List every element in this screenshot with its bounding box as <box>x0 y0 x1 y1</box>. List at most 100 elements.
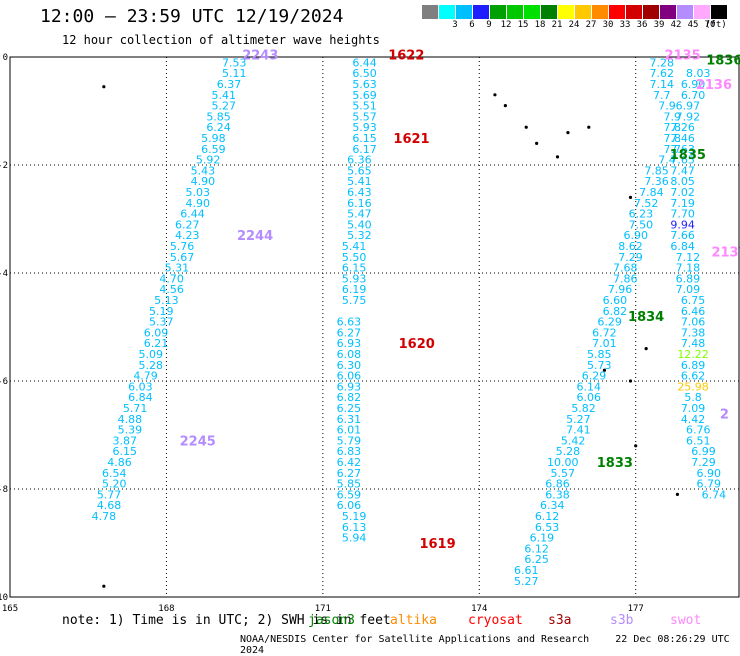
colorbar-swatch <box>558 5 574 19</box>
wave-height-label: 6.43 <box>347 186 372 199</box>
wave-height-label: 6.59 <box>201 143 226 156</box>
island-marker <box>555 155 560 159</box>
wave-height-label: 5.71 <box>123 402 148 415</box>
satellite-legend-item: altika <box>390 613 437 628</box>
wave-height-label: 6.12 <box>524 542 549 555</box>
wave-height-label: 6.72 <box>592 326 617 339</box>
wave-height-label: 7.26 <box>670 121 695 134</box>
wave-height-label: 4.90 <box>185 197 210 210</box>
island-marker <box>634 444 638 448</box>
pass-time-label: 1833 <box>597 456 633 471</box>
x-tick-label: 171 <box>315 604 331 614</box>
wave-height-label: 6.25 <box>337 402 362 415</box>
wave-height-label: 5.31 <box>165 262 190 275</box>
wave-height-label: 6.79 <box>696 478 721 491</box>
wave-height-label: 6.17 <box>352 143 377 156</box>
wave-height-label: 6.19 <box>342 283 367 296</box>
pass-time-label: 2 <box>720 407 729 422</box>
pass-time-label: 2245 <box>180 434 216 449</box>
wave-height-label: 10.00 <box>547 456 579 469</box>
wave-height-label: 5.11 <box>222 67 247 80</box>
colorbar-unit: (ft) <box>705 20 727 30</box>
island-marker <box>566 131 570 135</box>
wave-height-label: 6.06 <box>337 370 362 383</box>
pass-time-label: 2243 <box>242 48 278 63</box>
satellite-legend-item: jason3 <box>308 613 355 628</box>
wave-height-label: 7.7 <box>653 89 671 102</box>
wave-height-label: 6.29 <box>597 316 622 329</box>
wave-height-label: 4.86 <box>107 456 132 469</box>
colorbar-tick-label: 70 <box>704 20 716 30</box>
colorbar-swatch <box>524 5 540 19</box>
wave-height-label: 7.65 <box>670 154 695 167</box>
wave-height-label: 7.66 <box>670 229 695 242</box>
colorbar-tick-label: 42 <box>670 20 682 30</box>
wave-height-label: 7.4 <box>658 154 676 167</box>
y-tick-label: -8 <box>0 485 8 495</box>
wave-height-label: 8.62 <box>618 240 643 253</box>
wave-height-label: 5.77 <box>97 488 122 501</box>
wave-height-label: 6.82 <box>603 305 628 318</box>
colorbar-swatch <box>694 5 710 19</box>
wave-height-label: 5.28 <box>139 359 164 372</box>
x-tick-label: 174 <box>471 604 487 614</box>
wave-height-label: 7.09 <box>676 283 701 296</box>
wave-height-label: 7.7 <box>663 143 681 156</box>
wave-height-label: 7.8 <box>663 121 681 134</box>
wave-height-label: 6.31 <box>337 413 362 426</box>
x-tick-label: 177 <box>628 604 644 614</box>
colorbar-tick-label: 6 <box>469 20 475 30</box>
wave-height-label: 6.15 <box>352 132 377 145</box>
wave-height-label: 6.62 <box>681 370 706 383</box>
wave-height-label: 7.50 <box>629 218 654 231</box>
wave-height-label: 6.25 <box>524 553 549 566</box>
wave-height-label: 6.03 <box>128 380 153 393</box>
wave-height-label: 6.89 <box>681 359 706 372</box>
credit-text: NOAA/NESDIS Center for Satellite Applica… <box>240 634 590 645</box>
wave-height-label: 5.03 <box>185 186 210 199</box>
chart-title: 12:00 — 23:59 UTC 12/19/2024 <box>40 6 344 27</box>
wave-height-label: 6.29 <box>582 370 607 383</box>
colorbar-swatch <box>507 5 523 19</box>
wave-height-label: 7.36 <box>644 175 669 188</box>
wave-height-label: 6.27 <box>175 218 200 231</box>
wave-height-label: 5.75 <box>342 294 367 307</box>
wave-height-label: 5.63 <box>352 78 377 91</box>
satellite-legend-item: swot <box>670 613 702 628</box>
wave-height-label: 7.70 <box>670 208 695 221</box>
wave-height-label: 5.27 <box>566 413 591 426</box>
wave-height-label: 6.90 <box>623 229 648 242</box>
wave-height-label: 6.30 <box>337 359 362 372</box>
colorbar-swatch <box>456 5 472 19</box>
wave-height-label: 5.27 <box>212 100 237 113</box>
colorbar-tick-label: 12 <box>500 20 512 30</box>
island-marker <box>628 379 633 383</box>
island-marker <box>493 93 497 97</box>
wave-height-label: 7.62 <box>650 67 675 80</box>
wave-height-label: 4.56 <box>159 283 184 296</box>
colorbar-swatch <box>660 5 676 19</box>
wave-height-label: 7.38 <box>681 326 706 339</box>
pass-time-label: 2244 <box>237 229 273 244</box>
wave-height-label: 6.44 <box>352 56 377 69</box>
wave-height-label: 6.84 <box>670 240 695 253</box>
wave-height-label: 7.09 <box>681 402 706 415</box>
wave-height-label: 6.82 <box>337 391 362 404</box>
wave-height-label: 7.68 <box>613 262 638 275</box>
wave-height-label: 6.09 <box>144 326 169 339</box>
wave-height-label: 6.90 <box>696 467 721 480</box>
wave-height-label: 5.76 <box>170 240 195 253</box>
pass-time-label: 1835 <box>670 148 706 163</box>
wave-height-label: 4.88 <box>118 413 143 426</box>
wave-height-label: 6.06 <box>577 391 602 404</box>
y-tick-label: -10 <box>0 593 8 603</box>
wave-height-label: 6.42 <box>337 456 362 469</box>
wave-height-label: 5.94 <box>342 532 367 545</box>
wave-height-label: 7.9 <box>658 100 676 113</box>
wave-height-label: 6.84 <box>128 391 153 404</box>
wave-height-label: 5.50 <box>342 251 367 264</box>
wave-height-label: 5.69 <box>352 89 377 102</box>
wave-height-label: 6.44 <box>180 208 205 221</box>
wave-height-label: 5.85 <box>587 348 612 361</box>
wave-height-label: 6.61 <box>514 564 539 577</box>
